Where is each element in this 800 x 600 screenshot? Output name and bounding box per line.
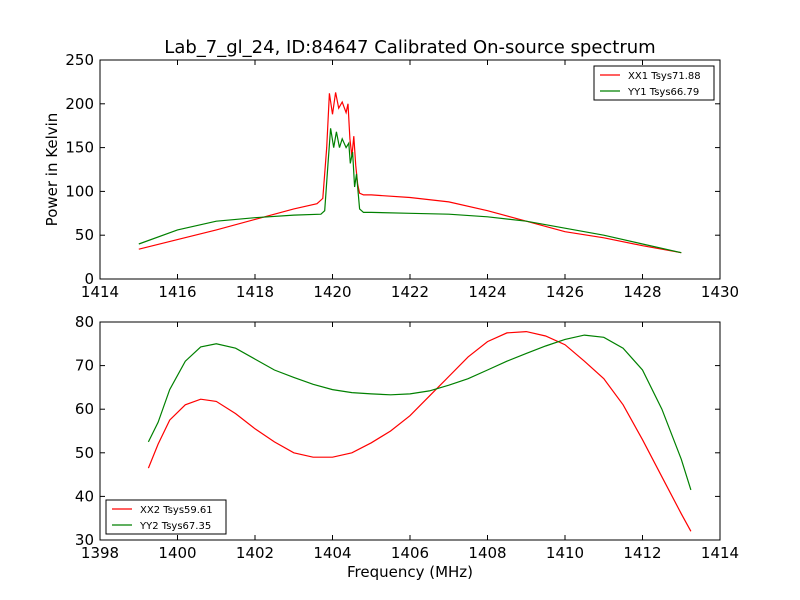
series-line-xx1 — [138, 92, 682, 254]
series-line-xx2 — [147, 330, 692, 532]
y-tick-label: 70 — [75, 357, 94, 375]
legend-entry-label: XX2 Tsys59.61 — [140, 505, 213, 516]
x-tick-label: 1398 — [81, 544, 119, 562]
y-axis-label: Power in Kelvin — [43, 113, 61, 227]
x-tick-label: 1412 — [623, 544, 661, 562]
legend-entry-label: YY2 Tsys67.35 — [139, 521, 211, 532]
y-tick-label: 150 — [65, 139, 94, 157]
top-panel-on-source-xx1-yy1: 1414 1416 1418 1420 1422 1424 1426 1428 1430 0 50 1… — [43, 51, 739, 301]
figure-title: Lab_7_gl_24, ID:84647 Calibrated On-sour… — [164, 37, 655, 58]
x-tick-label: 1426 — [546, 283, 584, 301]
legend-entry-label: XX1 Tsys71.88 — [628, 71, 701, 82]
y-tick-label: 0 — [84, 270, 94, 288]
y-tick-label: 100 — [65, 182, 94, 200]
legend-box — [105, 499, 227, 535]
x-tick-label: 1402 — [236, 544, 274, 562]
x-tick-label: 1400 — [158, 544, 196, 562]
legend-entry-label: YY1 Tsys66.79 — [627, 87, 699, 98]
x-tick-label: 1410 — [546, 544, 584, 562]
y-tick-label: 60 — [75, 400, 94, 418]
x-tick-label: 1418 — [236, 283, 274, 301]
series-line-yy2 — [147, 334, 692, 491]
y-tick-label: 30 — [75, 531, 94, 549]
x-tick-label: 1428 — [623, 283, 661, 301]
legend: XX2 Tsys59.61 YY2 Tsys67.35 — [105, 499, 227, 535]
y-tick-label: 50 — [75, 226, 94, 244]
legend-box — [593, 65, 715, 101]
y-tick-label: 40 — [75, 487, 94, 505]
x-tick-label: 1424 — [468, 283, 506, 301]
y-tick-label: 80 — [75, 313, 94, 331]
x-tick-label: 1416 — [158, 283, 196, 301]
bottom-panel-on-source-xx2-yy2: 1398 1400 1402 1404 1406 1408 1410 1412 1414 30 40… — [75, 313, 739, 581]
y-tick-label: 250 — [65, 51, 94, 69]
y-tick-label: 50 — [75, 444, 94, 462]
legend: XX1 Tsys71.88 YY1 Tsys66.79 — [593, 65, 715, 101]
x-tick-label: 1414 — [81, 283, 119, 301]
series-line-yy1 — [138, 128, 682, 254]
x-tick-label: 1420 — [313, 283, 351, 301]
x-tick-label: 1422 — [391, 283, 429, 301]
x-tick-label: 1414 — [701, 544, 739, 562]
x-tick-label: 1430 — [701, 283, 739, 301]
x-tick-label: 1404 — [313, 544, 351, 562]
x-tick-label: 1408 — [468, 544, 506, 562]
x-tick-label: 1406 — [391, 544, 429, 562]
y-tick-label: 200 — [65, 95, 94, 113]
x-axis-label: Frequency (MHz) — [347, 563, 473, 581]
